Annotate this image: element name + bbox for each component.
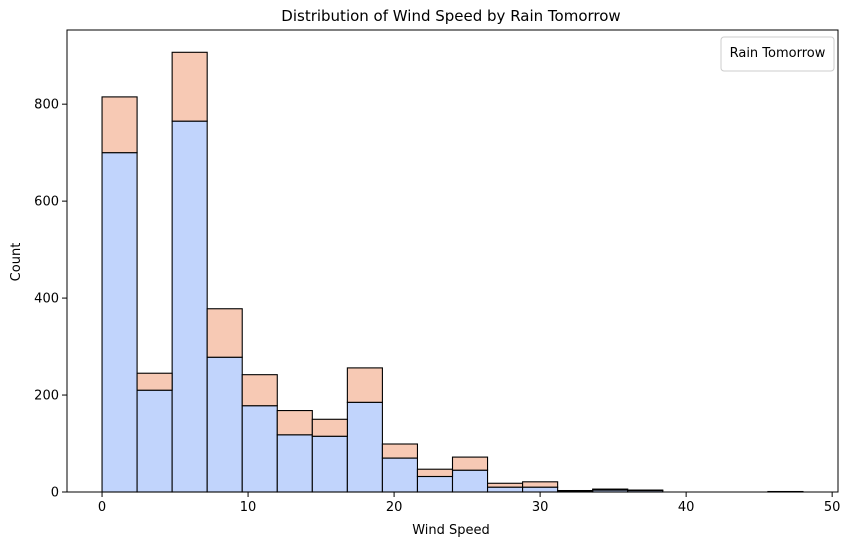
y-tick-label-3: 600 <box>34 195 59 210</box>
y-tick-label-2: 400 <box>34 292 59 307</box>
bar-series-1-bin-8 <box>381 443 419 459</box>
bar-series-1-bin-12 <box>522 481 559 488</box>
y-tick-label-4: 800 <box>34 98 59 113</box>
bar-series-0-bin-8 <box>381 457 419 493</box>
bar-series-1-bin-2 <box>171 51 208 122</box>
bars-layer <box>101 51 804 493</box>
legend-frame <box>720 36 835 72</box>
bar-series-0-bin-3 <box>206 356 243 493</box>
x-tick-label-1: 10 <box>240 500 257 515</box>
x-tick-label-5: 50 <box>824 500 841 515</box>
bar-series-0-bin-10 <box>451 469 489 493</box>
y-tick-label-0: 0 <box>51 486 59 501</box>
bar-series-1-bin-5 <box>276 410 313 436</box>
bar-series-1-bin-1 <box>136 372 173 391</box>
legend-title: Rain Tomorrow <box>730 46 826 61</box>
bar-series-0-bin-2 <box>171 120 208 493</box>
legend: Rain Tomorrow <box>720 36 835 72</box>
bar-series-0-bin-11 <box>486 486 524 493</box>
bar-series-1-bin-4 <box>241 374 278 407</box>
plot-frame <box>66 29 839 493</box>
bar-series-0-bin-6 <box>311 435 348 493</box>
bar-series-1-bin-6 <box>311 418 348 437</box>
chart-title: Distribution of Wind Speed by Rain Tomor… <box>281 7 620 25</box>
x-axis-label: Wind Speed <box>412 523 490 538</box>
bar-series-1-bin-10 <box>451 456 489 471</box>
y-tick-label-1: 200 <box>34 389 59 404</box>
bar-series-0-bin-12 <box>522 486 559 493</box>
bar-series-0-bin-7 <box>346 401 383 493</box>
y-axis-label: Count <box>9 243 24 282</box>
bar-series-0-bin-1 <box>136 389 173 493</box>
bar-series-1-bin-9 <box>416 468 454 478</box>
x-tick-label-4: 40 <box>678 500 695 515</box>
bar-series-1-bin-7 <box>346 367 383 403</box>
bar-series-0-bin-9 <box>416 475 454 493</box>
bar-series-1-bin-3 <box>206 308 243 358</box>
bar-series-0-bin-0 <box>101 152 138 493</box>
x-tick-label-0: 0 <box>98 500 106 515</box>
axes-layer: 0 10 20 30 40 50 0 200 400 600 800 <box>34 29 841 515</box>
bar-series-1-bin-11 <box>486 482 524 488</box>
bar-series-0-bin-5 <box>276 434 313 493</box>
x-tick-label-2: 20 <box>386 500 403 515</box>
x-tick-label-3: 30 <box>532 500 549 515</box>
bar-series-1-bin-0 <box>101 96 138 154</box>
bar-series-0-bin-4 <box>241 405 278 493</box>
bar-series-1-bin-14 <box>592 488 629 491</box>
